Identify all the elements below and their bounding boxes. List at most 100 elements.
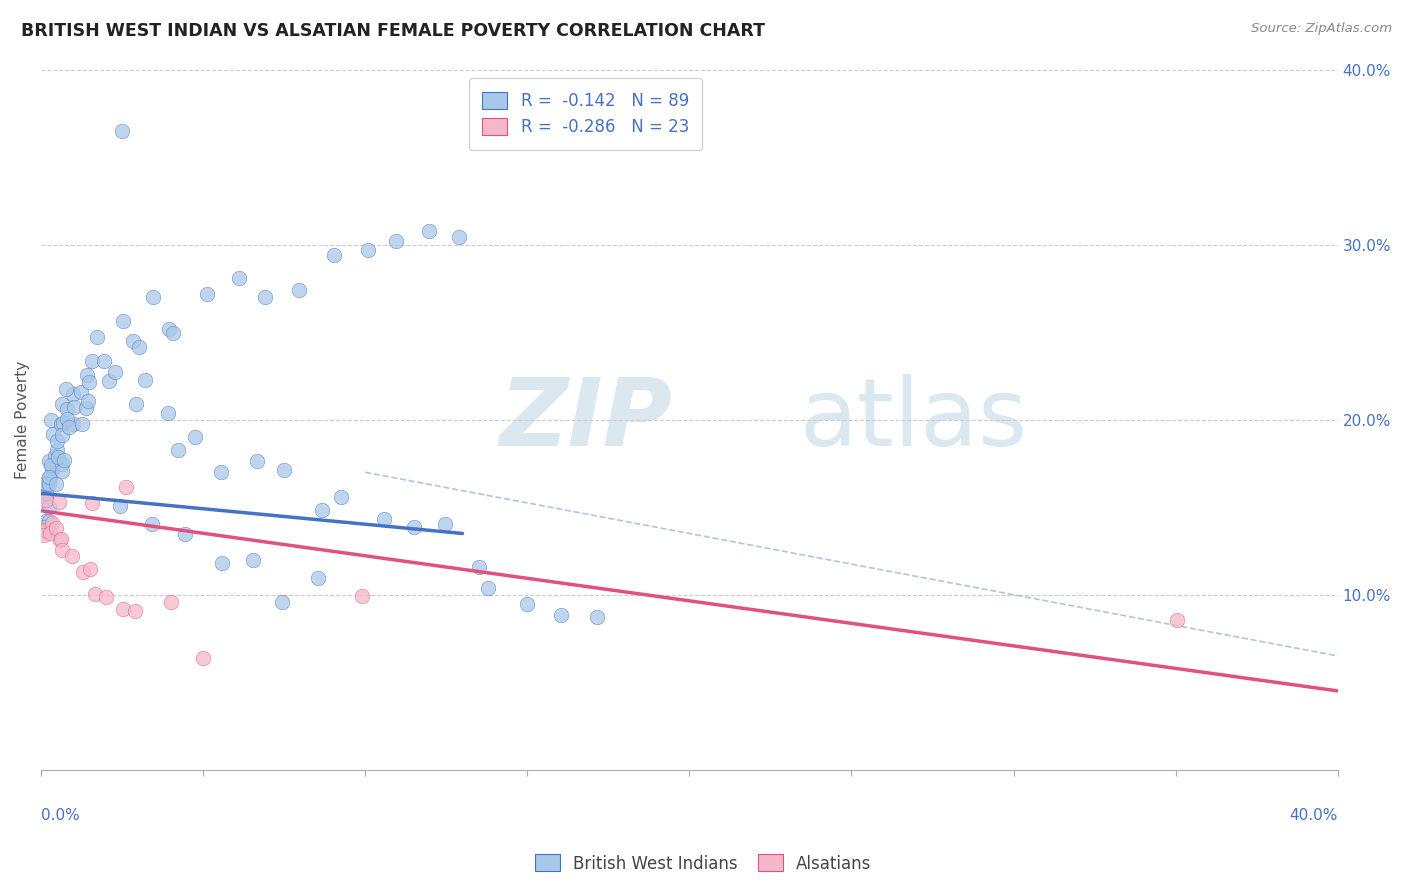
Point xyxy=(32,520,55,534)
Point xyxy=(211,556,233,570)
Point xyxy=(55,382,77,396)
Point xyxy=(34,476,56,491)
Point xyxy=(39,470,62,484)
Point xyxy=(72,417,94,431)
Point xyxy=(45,442,67,457)
Point xyxy=(41,427,63,442)
Point xyxy=(586,609,609,624)
Point xyxy=(38,500,60,514)
Point xyxy=(49,417,72,432)
Point xyxy=(174,527,197,541)
Text: 0.0%: 0.0% xyxy=(41,808,80,823)
Point xyxy=(357,243,380,257)
Point xyxy=(288,283,311,297)
Point xyxy=(134,373,156,387)
Point xyxy=(34,524,56,538)
Point xyxy=(329,490,352,504)
Point xyxy=(550,607,572,622)
Point xyxy=(350,589,373,603)
Point xyxy=(46,450,69,465)
Point xyxy=(39,412,62,426)
Point xyxy=(77,394,100,409)
Point xyxy=(41,461,63,475)
Text: Source: ZipAtlas.com: Source: ZipAtlas.com xyxy=(1251,22,1392,36)
Y-axis label: Female Poverty: Female Poverty xyxy=(15,360,30,479)
Point xyxy=(45,521,67,535)
Point xyxy=(56,401,79,416)
Text: BRITISH WEST INDIAN VS ALSATIAN FEMALE POVERTY CORRELATION CHART: BRITISH WEST INDIAN VS ALSATIAN FEMALE P… xyxy=(21,22,765,40)
Point xyxy=(58,420,80,434)
Point xyxy=(32,486,55,500)
Point xyxy=(35,490,58,504)
Point xyxy=(112,601,135,615)
Point xyxy=(385,235,408,249)
Point xyxy=(311,503,333,517)
Point xyxy=(418,224,440,238)
Point xyxy=(98,374,121,388)
Point xyxy=(307,571,329,585)
Point xyxy=(142,290,165,304)
Point xyxy=(38,453,60,467)
Point xyxy=(121,334,143,348)
Point xyxy=(34,476,56,491)
Point xyxy=(51,428,73,442)
Point xyxy=(162,326,184,341)
Point xyxy=(228,270,250,285)
Point xyxy=(39,526,62,541)
Point xyxy=(93,354,115,368)
Point xyxy=(72,565,94,579)
Point xyxy=(468,559,491,574)
Text: 40.0%: 40.0% xyxy=(1289,808,1337,823)
Point xyxy=(69,384,91,399)
Point xyxy=(75,401,97,416)
Point xyxy=(51,397,73,411)
Point xyxy=(51,464,73,478)
Point xyxy=(1166,613,1188,627)
Point xyxy=(45,434,67,449)
Point xyxy=(38,470,60,484)
Point xyxy=(35,524,58,538)
Point xyxy=(373,512,395,526)
Point xyxy=(39,458,62,473)
Point xyxy=(273,463,295,477)
Point xyxy=(38,477,60,491)
Point xyxy=(84,587,107,601)
Point xyxy=(32,527,55,541)
Point xyxy=(38,514,60,528)
Point xyxy=(193,651,215,665)
Point xyxy=(434,517,457,532)
Point xyxy=(104,365,127,379)
Point xyxy=(447,230,470,244)
Point xyxy=(44,449,66,463)
Point xyxy=(209,465,232,479)
Text: ZIP: ZIP xyxy=(499,374,672,466)
Point xyxy=(48,495,70,509)
Point xyxy=(111,124,134,138)
Point xyxy=(156,406,179,420)
Point xyxy=(63,401,86,415)
Point xyxy=(322,248,344,262)
Point xyxy=(80,496,103,510)
Point xyxy=(271,595,294,609)
Point xyxy=(157,321,180,335)
Point xyxy=(52,417,75,431)
Point xyxy=(195,286,218,301)
Point xyxy=(45,476,67,491)
Point xyxy=(114,480,136,494)
Point xyxy=(77,375,100,389)
Text: atlas: atlas xyxy=(800,374,1028,466)
Point xyxy=(62,387,84,401)
Point xyxy=(79,562,101,576)
Legend: R =  -0.142   N = 89, R =  -0.286   N = 23: R = -0.142 N = 89, R = -0.286 N = 23 xyxy=(470,78,703,150)
Point xyxy=(80,353,103,368)
Point xyxy=(49,533,72,547)
Point xyxy=(124,604,146,618)
Point xyxy=(56,412,79,426)
Point xyxy=(254,290,277,304)
Legend: British West Indians, Alsatians: British West Indians, Alsatians xyxy=(529,847,877,880)
Point xyxy=(86,330,108,344)
Point xyxy=(60,549,83,564)
Point xyxy=(128,340,150,354)
Point xyxy=(49,532,72,546)
Point xyxy=(516,597,538,611)
